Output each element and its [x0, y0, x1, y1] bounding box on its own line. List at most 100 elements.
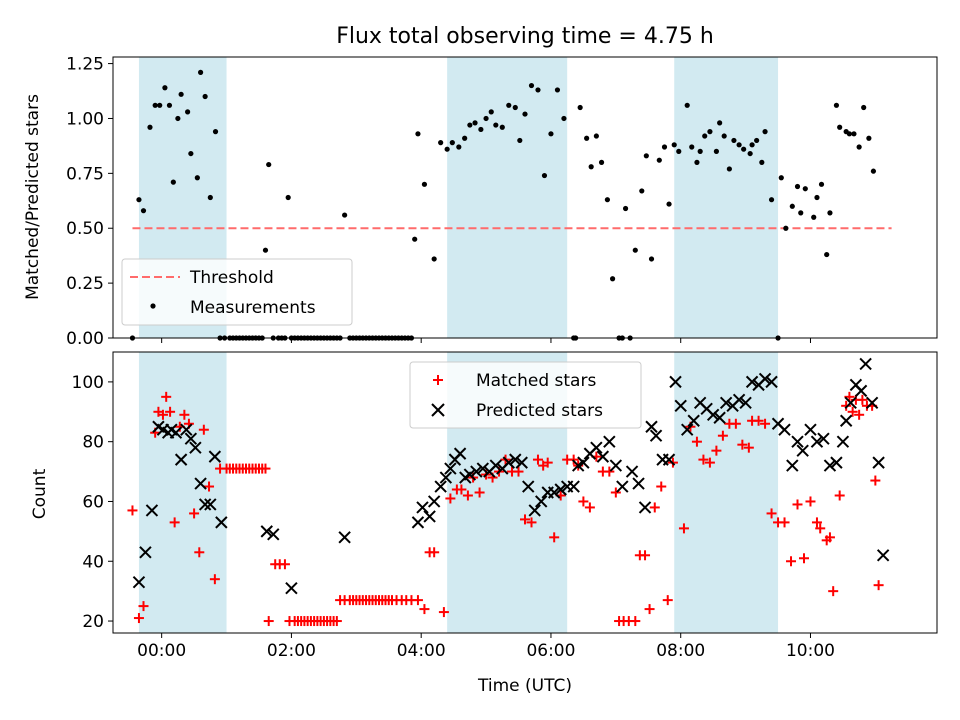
- predicted-point: [577, 456, 590, 469]
- measurement-point: [421, 181, 428, 187]
- bottom-y-axis-label: Count: [30, 468, 50, 519]
- matched-point: [737, 439, 748, 450]
- predicted-point: [427, 495, 441, 508]
- predicted-point: [662, 453, 676, 466]
- predicted-point: [638, 501, 652, 514]
- predicted-point: [732, 393, 746, 407]
- predicted-point: [817, 432, 830, 445]
- measurement-point: [493, 122, 499, 128]
- bottom-axes-frame: [112, 351, 938, 634]
- matched-point: [279, 559, 290, 570]
- measurement-point: [604, 197, 611, 203]
- measurement-point: [731, 137, 737, 144]
- predicted-point: [739, 396, 752, 410]
- matched-point: [854, 409, 865, 420]
- measurement-point: [726, 166, 732, 172]
- measurement-point: [697, 148, 703, 154]
- measurement-point: [499, 124, 505, 130]
- top-observing-window: [447, 57, 568, 338]
- bottom-legend: Matched stars Predicted stars: [409, 361, 642, 429]
- bottom-y-tick-label: 60: [82, 492, 104, 512]
- predicted-point: [804, 423, 817, 436]
- matched-point: [157, 409, 168, 420]
- measurement-point: [488, 109, 494, 115]
- matched-point: [841, 400, 852, 411]
- measurement-point: [478, 126, 484, 133]
- measurement-point: [778, 175, 784, 181]
- predicted-point: [859, 357, 872, 371]
- predicted-point: [139, 546, 152, 559]
- measurement-point: [456, 144, 462, 150]
- measurement-point: [833, 102, 840, 108]
- measurement-point: [861, 104, 867, 111]
- measurement-point: [622, 205, 629, 212]
- chart-title: Flux total observing time = 4.75 h: [336, 24, 714, 49]
- predicted-point: [215, 516, 228, 529]
- predicted-point: [180, 423, 193, 436]
- matched-point: [811, 517, 822, 528]
- bottom-observing-window: [138, 352, 227, 633]
- matched-point: [824, 532, 835, 543]
- measurement-point: [846, 131, 853, 137]
- matched-point: [429, 547, 440, 558]
- matched-point: [194, 547, 205, 558]
- top-axes-frame: [112, 56, 938, 339]
- matched-point: [704, 457, 715, 468]
- predicted-point: [632, 477, 645, 490]
- predicted-point: [810, 435, 824, 448]
- matched-point: [717, 430, 728, 441]
- measurement-point: [207, 194, 213, 201]
- matched-point: [198, 424, 209, 435]
- measurement-point: [747, 150, 753, 157]
- predicted-point: [854, 384, 868, 398]
- measurement-point: [561, 115, 567, 122]
- measurement-point: [656, 157, 662, 163]
- predicted-point: [463, 468, 477, 481]
- measurement-point: [794, 183, 801, 190]
- measurement-point: [136, 197, 142, 203]
- measurement-point: [415, 131, 421, 137]
- measurement-point: [577, 104, 583, 111]
- matched-point: [520, 514, 530, 525]
- matched-point: [656, 481, 667, 492]
- matched-point: [640, 550, 651, 561]
- measurement-point: [856, 144, 862, 150]
- matched-point: [127, 505, 138, 516]
- predicted-point: [528, 504, 541, 517]
- matched-point: [584, 502, 595, 513]
- measurement-point: [783, 225, 789, 231]
- matched-point: [828, 586, 839, 597]
- matched-point: [419, 604, 430, 615]
- measurement-point: [643, 153, 649, 159]
- measurements-legend-label: Measurements: [190, 298, 316, 318]
- threshold-legend-label: Threshold: [189, 268, 274, 288]
- predicted-point: [502, 456, 515, 469]
- measurement-point: [689, 144, 695, 150]
- measurement-point: [506, 102, 512, 108]
- predicted-point: [649, 429, 663, 442]
- predicted-point: [515, 456, 528, 469]
- predicted-point: [423, 510, 436, 523]
- top-y-tick-label: 1.25: [66, 55, 104, 75]
- matched-point: [798, 553, 809, 564]
- predicted-point: [596, 450, 610, 463]
- predicted-point: [174, 453, 188, 466]
- bottom-y-axis: 20 40 60 80 100: [72, 373, 113, 632]
- measurement-point: [548, 131, 554, 137]
- predicted-point: [713, 411, 726, 424]
- measurement-point: [811, 214, 817, 220]
- matched-point: [630, 616, 641, 627]
- x-tick-label: 06:00: [526, 641, 575, 661]
- predicted-point: [267, 528, 280, 541]
- measurement-point: [717, 120, 723, 126]
- predicted-point: [823, 459, 837, 472]
- measurement-point: [212, 129, 219, 135]
- matched-point: [474, 487, 485, 498]
- predicted-point: [603, 435, 616, 448]
- predicted-point: [680, 423, 694, 436]
- measurement-point: [517, 137, 523, 144]
- matched-point: [532, 454, 543, 465]
- measurement-point: [818, 181, 825, 187]
- predicted-point: [489, 459, 503, 472]
- matched-point: [662, 595, 673, 606]
